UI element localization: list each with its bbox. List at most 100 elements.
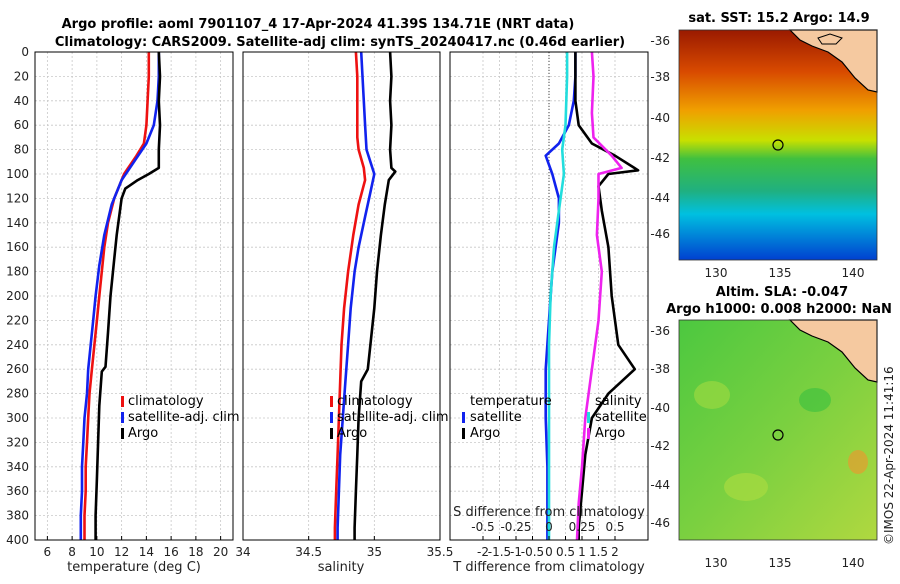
x-tick-label: -0.5 xyxy=(521,545,544,559)
depth-tick: 40 xyxy=(14,94,29,108)
sla-ytick: -42 xyxy=(650,439,670,453)
sst-yticks: -36 -38 -40 -42 -44 -46 xyxy=(650,34,670,241)
sla-ytick: -46 xyxy=(650,516,670,530)
sst-map-title: sat. SST: 15.2 Argo: 14.9 xyxy=(688,11,869,26)
legend-swatch-t-satellite xyxy=(462,412,465,423)
depth-tick: 60 xyxy=(14,118,29,132)
legend-s-argo: Argo xyxy=(595,426,625,441)
x-tick-label: 14 xyxy=(139,545,154,559)
x-tick-label: 6 xyxy=(44,545,52,559)
sla-ytick: -40 xyxy=(650,401,670,415)
salinity-xticks: 34 34.5 35 35.5 xyxy=(235,536,453,559)
legend-satellite: satellite-adj. clim xyxy=(337,410,449,425)
x-tick-label: 34 xyxy=(235,545,250,559)
legend-swatch-satellite xyxy=(121,412,124,423)
sst-map-frame xyxy=(678,29,878,261)
sst-field xyxy=(679,30,877,260)
series-line-climatology xyxy=(83,52,151,540)
legend-climatology: climatology xyxy=(128,394,204,409)
depth-tick: 80 xyxy=(14,143,29,157)
sla-xtick: 140 xyxy=(842,556,865,570)
series-line-argo xyxy=(94,51,162,540)
series-line-t-argo xyxy=(574,52,640,540)
s-tick-label: -0.25 xyxy=(500,520,531,534)
sst-xticks: 130 135 140 xyxy=(705,266,865,280)
legend-swatch-satellite xyxy=(330,412,333,423)
sla-ytick: -44 xyxy=(650,478,670,492)
x-tick-label: -2 xyxy=(477,545,489,559)
s-tick-label: 0.5 xyxy=(605,520,624,534)
depth-tick: 340 xyxy=(6,460,29,474)
series-line-s-satellite xyxy=(547,52,569,540)
temperature-legend: climatology satellite-adj. clim Argo xyxy=(121,394,240,441)
figure-title-line1: Argo profile: aoml 7901107_4 17-Apr-2024… xyxy=(62,17,575,32)
x-tick-label: -1 xyxy=(510,545,522,559)
temperature-xticks: 6 8 10 12 14 16 18 20 xyxy=(44,536,228,559)
difference-s-label: S difference from climatology xyxy=(453,505,645,520)
depth-tick: 220 xyxy=(6,313,29,327)
legend-t-header: temperature xyxy=(470,394,552,409)
sst-xtick: 140 xyxy=(842,266,865,280)
sst-xtick: 130 xyxy=(705,266,728,280)
sla-ytick: -36 xyxy=(650,324,670,338)
depth-axis: 0 20 40 60 80 100 120 140 160 180 200 220 240 260 280 3… xyxy=(6,45,29,547)
sla-map-title-line1: Altim. SLA: -0.047 xyxy=(716,285,848,300)
depth-tick: 180 xyxy=(6,265,29,279)
sst-ytick: -40 xyxy=(650,111,670,125)
s-tick-label: 0 xyxy=(545,520,553,534)
x-tick-label: 8 xyxy=(68,545,76,559)
sst-ytick: -38 xyxy=(650,70,670,84)
x-tick-label: 1 xyxy=(578,545,586,559)
depth-tick: 100 xyxy=(6,167,29,181)
sst-argo-position-marker xyxy=(772,139,784,151)
s-tick-label: 0.25 xyxy=(569,520,596,534)
sst-map: sat. SST: 15.2 Argo: 14.9 -36 -38 -40 -4… xyxy=(650,11,878,280)
salinity-lines xyxy=(333,51,397,540)
difference-lines xyxy=(544,51,640,541)
temperature-panel: 6 8 10 12 14 16 18 20 temperature (deg C) clima… xyxy=(34,51,240,575)
depth-tick: 280 xyxy=(6,387,29,401)
x-tick-label: 16 xyxy=(163,545,178,559)
legend-t-argo: Argo xyxy=(470,426,500,441)
series-line-climatology xyxy=(333,51,367,540)
legend-argo: Argo xyxy=(337,426,367,441)
sla-blob xyxy=(694,381,730,409)
legend-t-satellite: satellite xyxy=(470,410,522,425)
depth-tick: 400 xyxy=(6,533,29,547)
x-tick-label: 34.5 xyxy=(295,545,322,559)
sla-blob xyxy=(799,388,831,412)
salinity-legend: climatology satellite-adj. clim Argo xyxy=(330,394,449,441)
depth-tick: 200 xyxy=(6,289,29,303)
series-line-satellite-adj-clim xyxy=(79,52,161,540)
legend-swatch-climatology xyxy=(330,396,333,407)
legend-s-satellite: satellite xyxy=(595,410,647,425)
x-tick-label: -1.5 xyxy=(488,545,511,559)
legend-satellite: satellite-adj. clim xyxy=(128,410,240,425)
salinity-panel: 34 34.5 35 35.5 salinity climatology satell… xyxy=(235,51,453,575)
series-line-satellite-adj-clim xyxy=(336,51,376,540)
legend-swatch-argo xyxy=(330,428,333,439)
depth-tick: 360 xyxy=(6,484,29,498)
x-tick-label: 12 xyxy=(114,545,129,559)
x-tick-label: 35.5 xyxy=(427,545,454,559)
salinity-frame xyxy=(242,51,441,541)
temperature-xlabel: temperature (deg C) xyxy=(67,560,201,575)
depth-tick: 300 xyxy=(6,411,29,425)
legend-argo: Argo xyxy=(128,426,158,441)
temperature-lines xyxy=(79,51,162,540)
sla-yticks: -36 -38 -40 -42 -44 -46 xyxy=(650,324,670,530)
legend-swatch-argo xyxy=(121,428,124,439)
x-tick-label: 35 xyxy=(367,545,382,559)
sst-island xyxy=(817,33,843,45)
depth-tick: 380 xyxy=(6,509,29,523)
temperature-frame xyxy=(34,51,234,541)
depth-tick: 240 xyxy=(6,338,29,352)
x-tick-label: 0.5 xyxy=(556,545,575,559)
x-tick-label: 1.5 xyxy=(589,545,608,559)
s-tick-label: -0.5 xyxy=(471,520,494,534)
x-tick-label: 18 xyxy=(188,545,203,559)
difference-xticks: -2-1.5-1-0.5 0 0.5 1 1.5 2 xyxy=(477,536,619,559)
difference-xlabel: T difference from climatology xyxy=(452,560,645,575)
sla-blob xyxy=(724,473,768,501)
